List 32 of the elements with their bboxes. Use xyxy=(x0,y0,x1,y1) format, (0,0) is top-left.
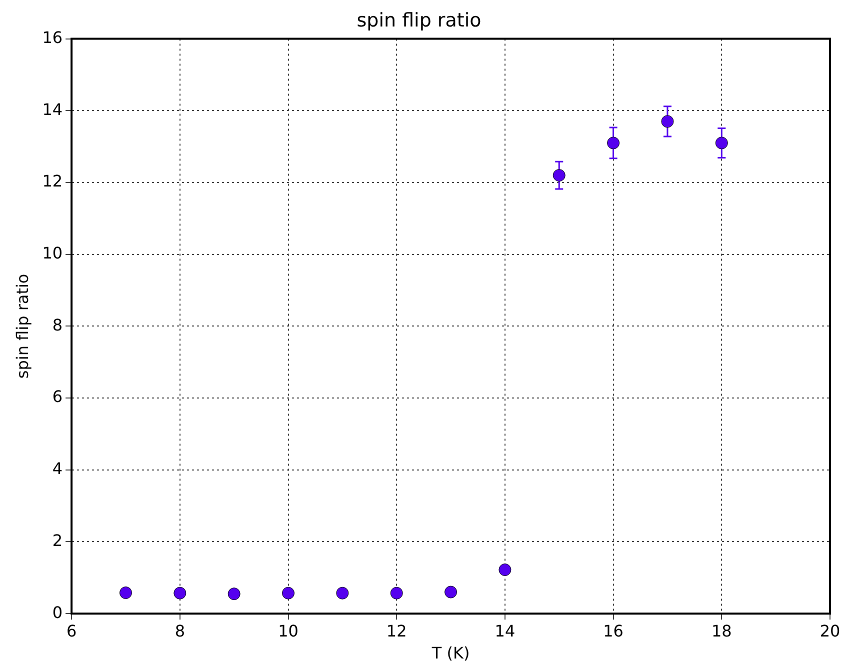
x-axis-title: T (K) xyxy=(430,644,470,663)
y-tick-label: 2 xyxy=(52,530,63,550)
y-tick-label: 4 xyxy=(52,459,63,478)
point xyxy=(715,136,728,150)
y-tick-label: 16 xyxy=(42,28,63,47)
point xyxy=(607,136,620,150)
y-tick-label: 10 xyxy=(42,244,63,263)
y-tick-label: 6 xyxy=(52,387,63,406)
point xyxy=(282,586,295,600)
x-tick-label: 6 xyxy=(66,621,77,640)
x-tick-label: 10 xyxy=(278,621,298,640)
x-tick-label: 8 xyxy=(174,621,185,640)
point xyxy=(390,586,403,600)
y-tick-label: 0 xyxy=(52,602,63,622)
point xyxy=(444,586,458,598)
y-tick-label: 14 xyxy=(42,100,63,119)
x-tick-label: 16 xyxy=(603,621,624,640)
point xyxy=(174,586,186,600)
point xyxy=(228,588,240,600)
y-axis-title: spin flip ratio xyxy=(12,274,32,379)
chart-title: spin flip ratio xyxy=(356,9,482,32)
point xyxy=(498,564,512,576)
y-tick-label: 8 xyxy=(52,315,63,334)
x-tick-label: 20 xyxy=(820,621,840,640)
x-tick-label: 14 xyxy=(494,621,516,640)
point xyxy=(119,586,132,600)
point xyxy=(552,169,566,182)
x-tick-label: 12 xyxy=(386,621,407,640)
x-tick-label: 18 xyxy=(711,621,732,640)
point xyxy=(661,115,674,128)
point xyxy=(336,586,349,600)
y-tick-label: 12 xyxy=(42,172,63,191)
